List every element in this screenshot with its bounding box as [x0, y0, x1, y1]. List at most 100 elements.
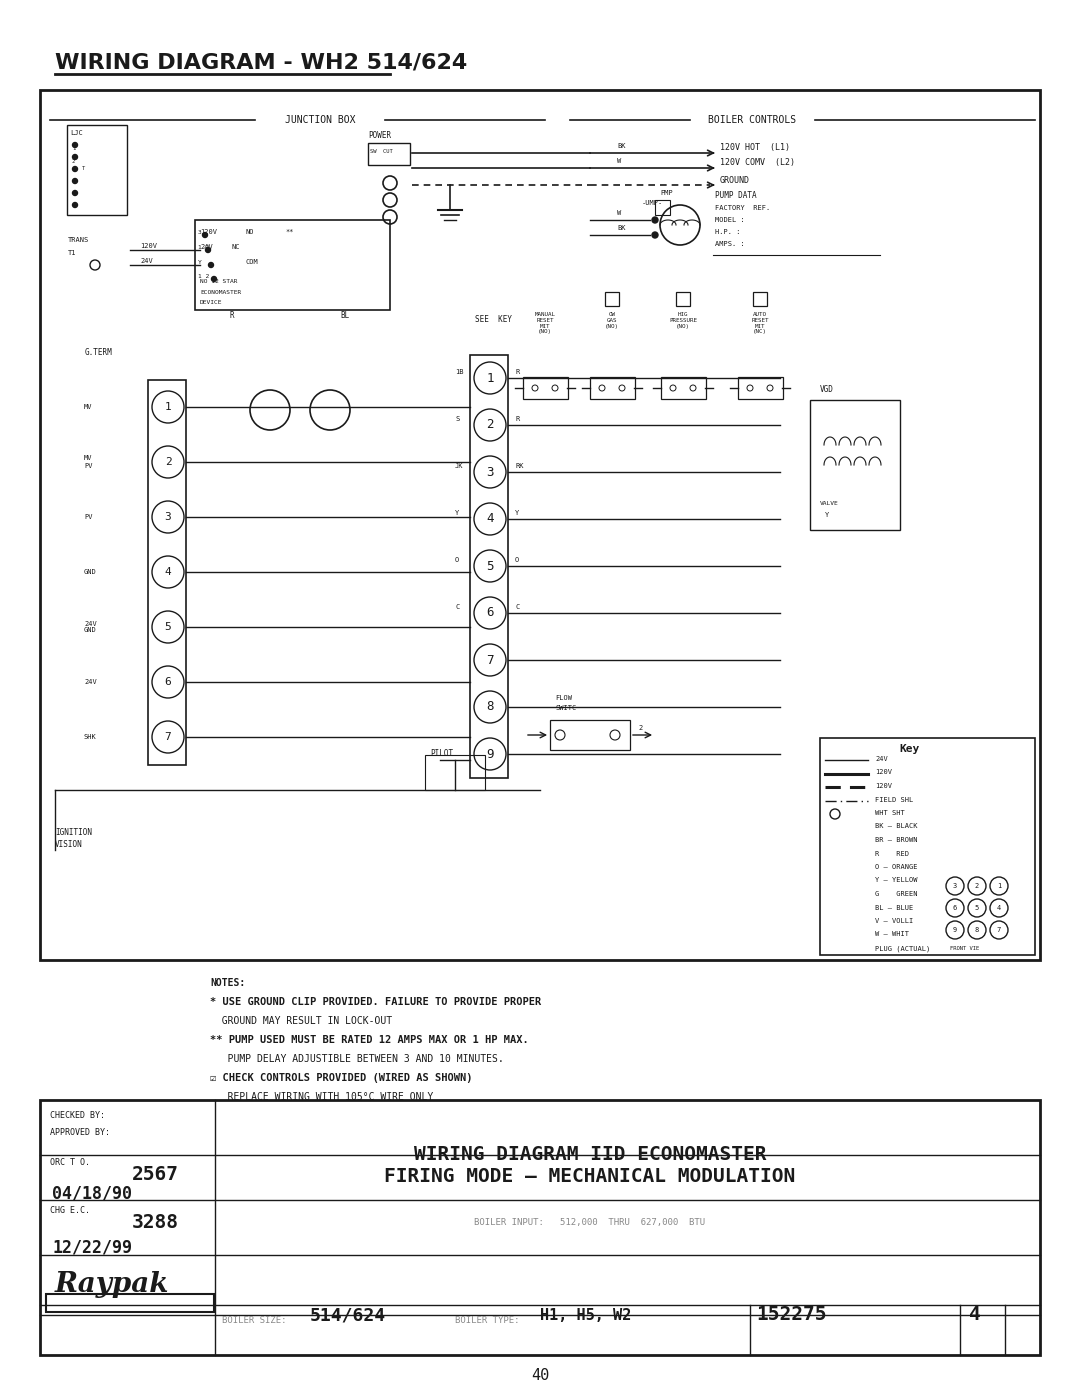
Circle shape — [72, 155, 78, 159]
Text: 3288: 3288 — [132, 1213, 178, 1232]
Circle shape — [652, 217, 658, 224]
Text: ** PUMP USED MUST BE RATED 12 AMPS MAX OR 1 HP MAX.: ** PUMP USED MUST BE RATED 12 AMPS MAX O… — [210, 1035, 529, 1045]
Text: 1B: 1B — [455, 369, 463, 374]
Text: O – ORANGE: O – ORANGE — [875, 863, 918, 870]
Text: 3: 3 — [486, 465, 494, 479]
Text: ECONOMASTER: ECONOMASTER — [200, 291, 241, 295]
Circle shape — [652, 232, 658, 237]
Circle shape — [72, 203, 78, 208]
Text: PMP: PMP — [660, 190, 673, 196]
Text: MANUAL
RESET
MIT
(NO): MANUAL RESET MIT (NO) — [535, 312, 555, 334]
Text: T1: T1 — [68, 250, 77, 256]
Text: 5: 5 — [975, 905, 980, 911]
Text: 120V COMV  (L2): 120V COMV (L2) — [720, 158, 795, 168]
Text: 24V: 24V — [875, 756, 888, 761]
Text: O: O — [455, 557, 459, 563]
Text: AMPS. :: AMPS. : — [715, 242, 745, 247]
Text: 5: 5 — [486, 560, 494, 573]
Bar — [676, 292, 690, 306]
Text: BL – BLUE: BL – BLUE — [875, 904, 914, 911]
Circle shape — [203, 232, 207, 237]
Text: COM: COM — [245, 258, 258, 265]
Text: O: O — [515, 557, 519, 563]
Circle shape — [212, 277, 216, 282]
Text: BOILER CONTROLS: BOILER CONTROLS — [707, 115, 796, 124]
Text: 6: 6 — [164, 678, 172, 687]
Text: 9: 9 — [486, 747, 494, 760]
Text: G    GREEN: G GREEN — [875, 891, 918, 897]
Text: NOTES:: NOTES: — [210, 978, 245, 988]
Bar — [40, 1099, 1040, 1355]
Text: GROUND MAY RESULT IN LOCK-OUT: GROUND MAY RESULT IN LOCK-OUT — [210, 1016, 392, 1025]
Text: BOILER TYPE:: BOILER TYPE: — [455, 1316, 519, 1324]
Text: IGNITION: IGNITION — [55, 828, 92, 837]
Bar — [753, 292, 767, 306]
Text: BOILER SIZE:: BOILER SIZE: — [222, 1316, 286, 1324]
Text: 6: 6 — [953, 905, 957, 911]
Text: WIRING DIAGRAM IID ECONOMASTER: WIRING DIAGRAM IID ECONOMASTER — [414, 1146, 766, 1164]
Text: CHG E.C.: CHG E.C. — [50, 1206, 90, 1215]
Text: SEE  KEY: SEE KEY — [475, 314, 512, 324]
Circle shape — [72, 190, 78, 196]
Text: 1: 1 — [997, 883, 1001, 888]
Text: FIRING MODE — MECHANICAL MODULATION: FIRING MODE — MECHANICAL MODULATION — [384, 1166, 796, 1186]
Text: 12/22/99: 12/22/99 — [52, 1238, 132, 1256]
Text: 24V: 24V — [84, 679, 97, 685]
Text: H.P. :: H.P. : — [715, 229, 741, 235]
Text: FIELD SHL: FIELD SHL — [875, 796, 914, 802]
Text: 1: 1 — [164, 402, 172, 412]
Text: T: T — [82, 166, 85, 170]
Text: 1 2: 1 2 — [198, 244, 210, 250]
Text: 120V: 120V — [875, 770, 892, 775]
Text: 2: 2 — [164, 457, 172, 467]
Text: PV: PV — [84, 514, 93, 520]
Text: R    RED: R RED — [875, 851, 909, 856]
Circle shape — [205, 247, 211, 253]
Text: Raypak: Raypak — [55, 1271, 170, 1298]
Text: * USE GROUND CLIP PROVIDED. FAILURE TO PROVIDE PROPER: * USE GROUND CLIP PROVIDED. FAILURE TO P… — [210, 997, 541, 1007]
Text: H1, H5, W2: H1, H5, W2 — [540, 1308, 631, 1323]
Text: 4: 4 — [164, 567, 172, 577]
Text: PLUG (ACTUAL): PLUG (ACTUAL) — [875, 944, 930, 951]
Text: CHECKED BY:: CHECKED BY: — [50, 1111, 105, 1120]
Text: BOILER INPUT:   512,000  THRU  627,000  BTU: BOILER INPUT: 512,000 THRU 627,000 BTU — [474, 1218, 705, 1227]
Text: VISION: VISION — [55, 840, 83, 849]
Text: FRONT VIE: FRONT VIE — [950, 946, 980, 951]
Text: W: W — [617, 210, 621, 217]
Bar — [738, 377, 783, 400]
Text: 7: 7 — [997, 928, 1001, 933]
Text: REPLACE WIRING WITH 105°C WIRE ONLY: REPLACE WIRING WITH 105°C WIRE ONLY — [210, 1092, 433, 1102]
Text: Y – YELLOW: Y – YELLOW — [875, 877, 918, 883]
Circle shape — [208, 263, 214, 267]
Text: DEVICE: DEVICE — [200, 300, 222, 305]
Text: 5: 5 — [164, 622, 172, 631]
Text: 24V
GND: 24V GND — [84, 620, 97, 633]
Text: 24V: 24V — [200, 244, 213, 250]
Text: 4: 4 — [969, 1305, 981, 1324]
Text: VALVE: VALVE — [820, 502, 839, 506]
Text: -UMP-: -UMP- — [642, 200, 663, 205]
Text: 3: 3 — [953, 883, 957, 888]
Text: BK: BK — [617, 225, 625, 231]
Circle shape — [72, 166, 78, 172]
Text: 40: 40 — [531, 1368, 549, 1383]
Bar — [654, 200, 670, 215]
Bar — [523, 377, 568, 400]
Text: 9: 9 — [953, 928, 957, 933]
Text: ORC T O.: ORC T O. — [50, 1158, 90, 1166]
Text: NO 12 STAR: NO 12 STAR — [200, 279, 238, 284]
Text: GROUND: GROUND — [720, 176, 750, 184]
Text: Y: Y — [515, 510, 519, 515]
Text: VGD: VGD — [820, 386, 834, 394]
Bar — [46, 1294, 214, 1312]
Text: TRANS: TRANS — [68, 237, 90, 243]
Bar — [470, 355, 508, 778]
Text: PUMP DATA: PUMP DATA — [715, 191, 757, 200]
Text: SWITC: SWITC — [555, 705, 577, 711]
Circle shape — [72, 142, 78, 148]
Text: GND: GND — [84, 569, 97, 576]
Bar — [426, 754, 485, 789]
Bar — [67, 124, 127, 215]
Text: WIRING DIAGRAM - WH2 514/624: WIRING DIAGRAM - WH2 514/624 — [55, 52, 468, 73]
Bar — [368, 142, 410, 165]
